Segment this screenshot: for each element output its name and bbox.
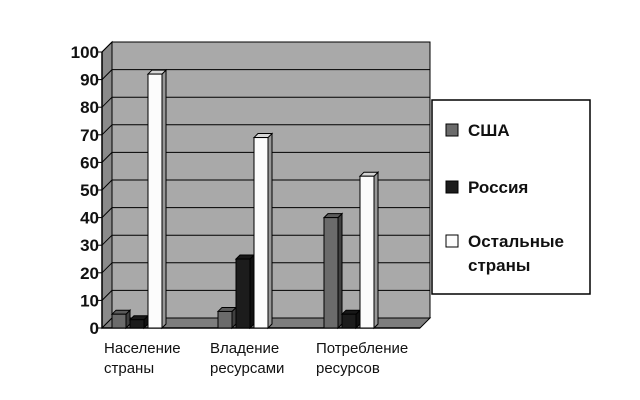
- y-tick-label: 0: [90, 319, 99, 338]
- bar: [147, 73, 163, 329]
- legend-swatch: [445, 123, 459, 137]
- bar-top: [110, 309, 132, 315]
- gridline-side: [101, 262, 113, 274]
- bar: [235, 258, 251, 329]
- legend-label: страны: [468, 256, 530, 275]
- y-tick-label: 70: [80, 126, 99, 145]
- gridline-side: [101, 41, 113, 53]
- bar-top: [146, 69, 168, 75]
- bar: [111, 313, 127, 329]
- bar: [129, 319, 145, 329]
- x-tick-label: Потребление: [316, 340, 408, 357]
- gridline-side: [101, 69, 113, 80]
- bar-side: [249, 253, 255, 330]
- bar: [359, 175, 375, 329]
- bar-top: [358, 171, 380, 177]
- bar: [323, 217, 339, 329]
- legend-label: США: [468, 121, 510, 140]
- bar-top: [252, 133, 274, 139]
- y-tick-label: 20: [80, 264, 99, 283]
- bar-side: [161, 68, 167, 330]
- y-tick-label: 40: [80, 209, 99, 228]
- bar-top: [340, 309, 362, 315]
- gridline-side: [101, 152, 113, 163]
- gridline-side: [101, 290, 113, 301]
- x-tick-label: ресурсов: [316, 360, 380, 377]
- y-tick-label: 90: [80, 71, 99, 90]
- gridline-side: [101, 124, 113, 136]
- bar-side: [267, 132, 273, 330]
- x-tick-label: Владение: [210, 340, 279, 357]
- y-tick-label: 30: [80, 236, 99, 255]
- y-tick-label: 10: [80, 291, 99, 310]
- bar-side: [337, 212, 343, 330]
- bar-top: [234, 254, 256, 260]
- legend-swatch: [445, 180, 459, 194]
- y-tick-label: 50: [80, 181, 99, 200]
- bar: [217, 310, 233, 329]
- y-tick-label: 60: [80, 153, 99, 172]
- bar-top: [322, 213, 344, 219]
- gridline-side: [101, 207, 113, 218]
- legend-swatch: [445, 234, 459, 248]
- bar-top: [128, 315, 150, 321]
- bar-side: [373, 170, 379, 330]
- x-tick-label: Население: [104, 340, 181, 357]
- legend-label: Россия: [468, 178, 528, 197]
- y-tick-label: 100: [71, 43, 99, 62]
- gridline-side: [101, 96, 113, 108]
- bar-top: [216, 306, 238, 312]
- bar: [341, 313, 357, 329]
- bar: [253, 137, 269, 329]
- x-tick-label: страны: [104, 360, 154, 377]
- y-tick-label: 80: [80, 98, 99, 117]
- legend-label: Остальные: [468, 232, 564, 251]
- x-tick-label: ресурсами: [210, 360, 284, 377]
- gridline-side: [101, 234, 113, 246]
- gridline-side: [101, 179, 113, 191]
